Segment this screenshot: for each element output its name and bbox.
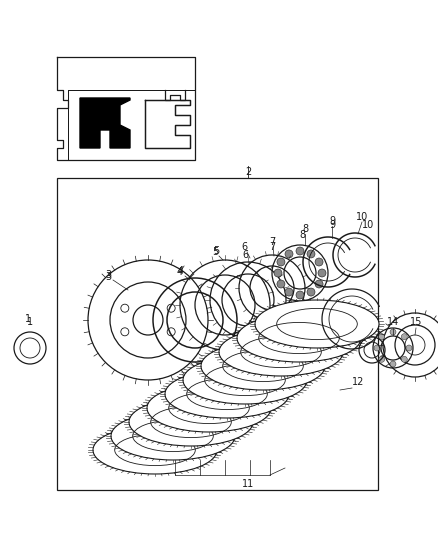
Circle shape xyxy=(318,269,326,277)
Ellipse shape xyxy=(183,356,307,404)
Circle shape xyxy=(277,258,285,266)
Polygon shape xyxy=(80,98,130,148)
Ellipse shape xyxy=(237,314,361,362)
Circle shape xyxy=(307,250,315,258)
Text: 12: 12 xyxy=(352,377,364,387)
Circle shape xyxy=(285,250,293,258)
Circle shape xyxy=(285,288,293,296)
Text: 5: 5 xyxy=(212,247,218,257)
Circle shape xyxy=(406,345,412,351)
Circle shape xyxy=(315,280,323,288)
Text: 9: 9 xyxy=(329,216,335,226)
Ellipse shape xyxy=(111,412,235,460)
Text: 8: 8 xyxy=(299,230,305,240)
Text: 1: 1 xyxy=(25,314,31,324)
Text: 9: 9 xyxy=(329,220,335,230)
Text: 1: 1 xyxy=(27,317,33,327)
Circle shape xyxy=(296,291,304,299)
Circle shape xyxy=(296,247,304,255)
Text: 7: 7 xyxy=(269,242,275,252)
Circle shape xyxy=(390,361,396,367)
Polygon shape xyxy=(145,100,190,148)
Circle shape xyxy=(401,357,407,362)
Text: 3: 3 xyxy=(105,272,111,282)
Circle shape xyxy=(374,345,380,351)
Text: 10: 10 xyxy=(362,220,374,230)
Ellipse shape xyxy=(165,370,289,418)
Text: 5: 5 xyxy=(213,246,219,256)
Text: 11: 11 xyxy=(242,479,254,489)
Circle shape xyxy=(379,334,385,340)
Text: 2: 2 xyxy=(245,167,251,177)
Text: 4: 4 xyxy=(177,267,183,277)
Circle shape xyxy=(401,334,407,340)
Ellipse shape xyxy=(201,342,325,390)
Circle shape xyxy=(274,269,282,277)
Circle shape xyxy=(277,280,285,288)
Text: 3: 3 xyxy=(105,270,111,280)
Circle shape xyxy=(307,288,315,296)
Text: 15: 15 xyxy=(410,317,422,327)
Circle shape xyxy=(379,357,385,362)
Text: 14: 14 xyxy=(387,317,399,327)
Ellipse shape xyxy=(147,384,271,432)
Text: 8: 8 xyxy=(302,224,308,234)
Ellipse shape xyxy=(93,426,217,474)
Ellipse shape xyxy=(219,328,343,376)
Text: 10: 10 xyxy=(356,212,368,222)
Ellipse shape xyxy=(255,300,379,348)
Text: 6: 6 xyxy=(241,242,247,252)
Ellipse shape xyxy=(129,398,253,446)
Text: 7: 7 xyxy=(269,237,275,247)
Circle shape xyxy=(390,329,396,335)
Circle shape xyxy=(315,258,323,266)
Text: 4: 4 xyxy=(178,266,184,276)
Text: 13: 13 xyxy=(364,317,376,327)
Text: 6: 6 xyxy=(242,250,248,260)
Bar xyxy=(57,178,378,490)
